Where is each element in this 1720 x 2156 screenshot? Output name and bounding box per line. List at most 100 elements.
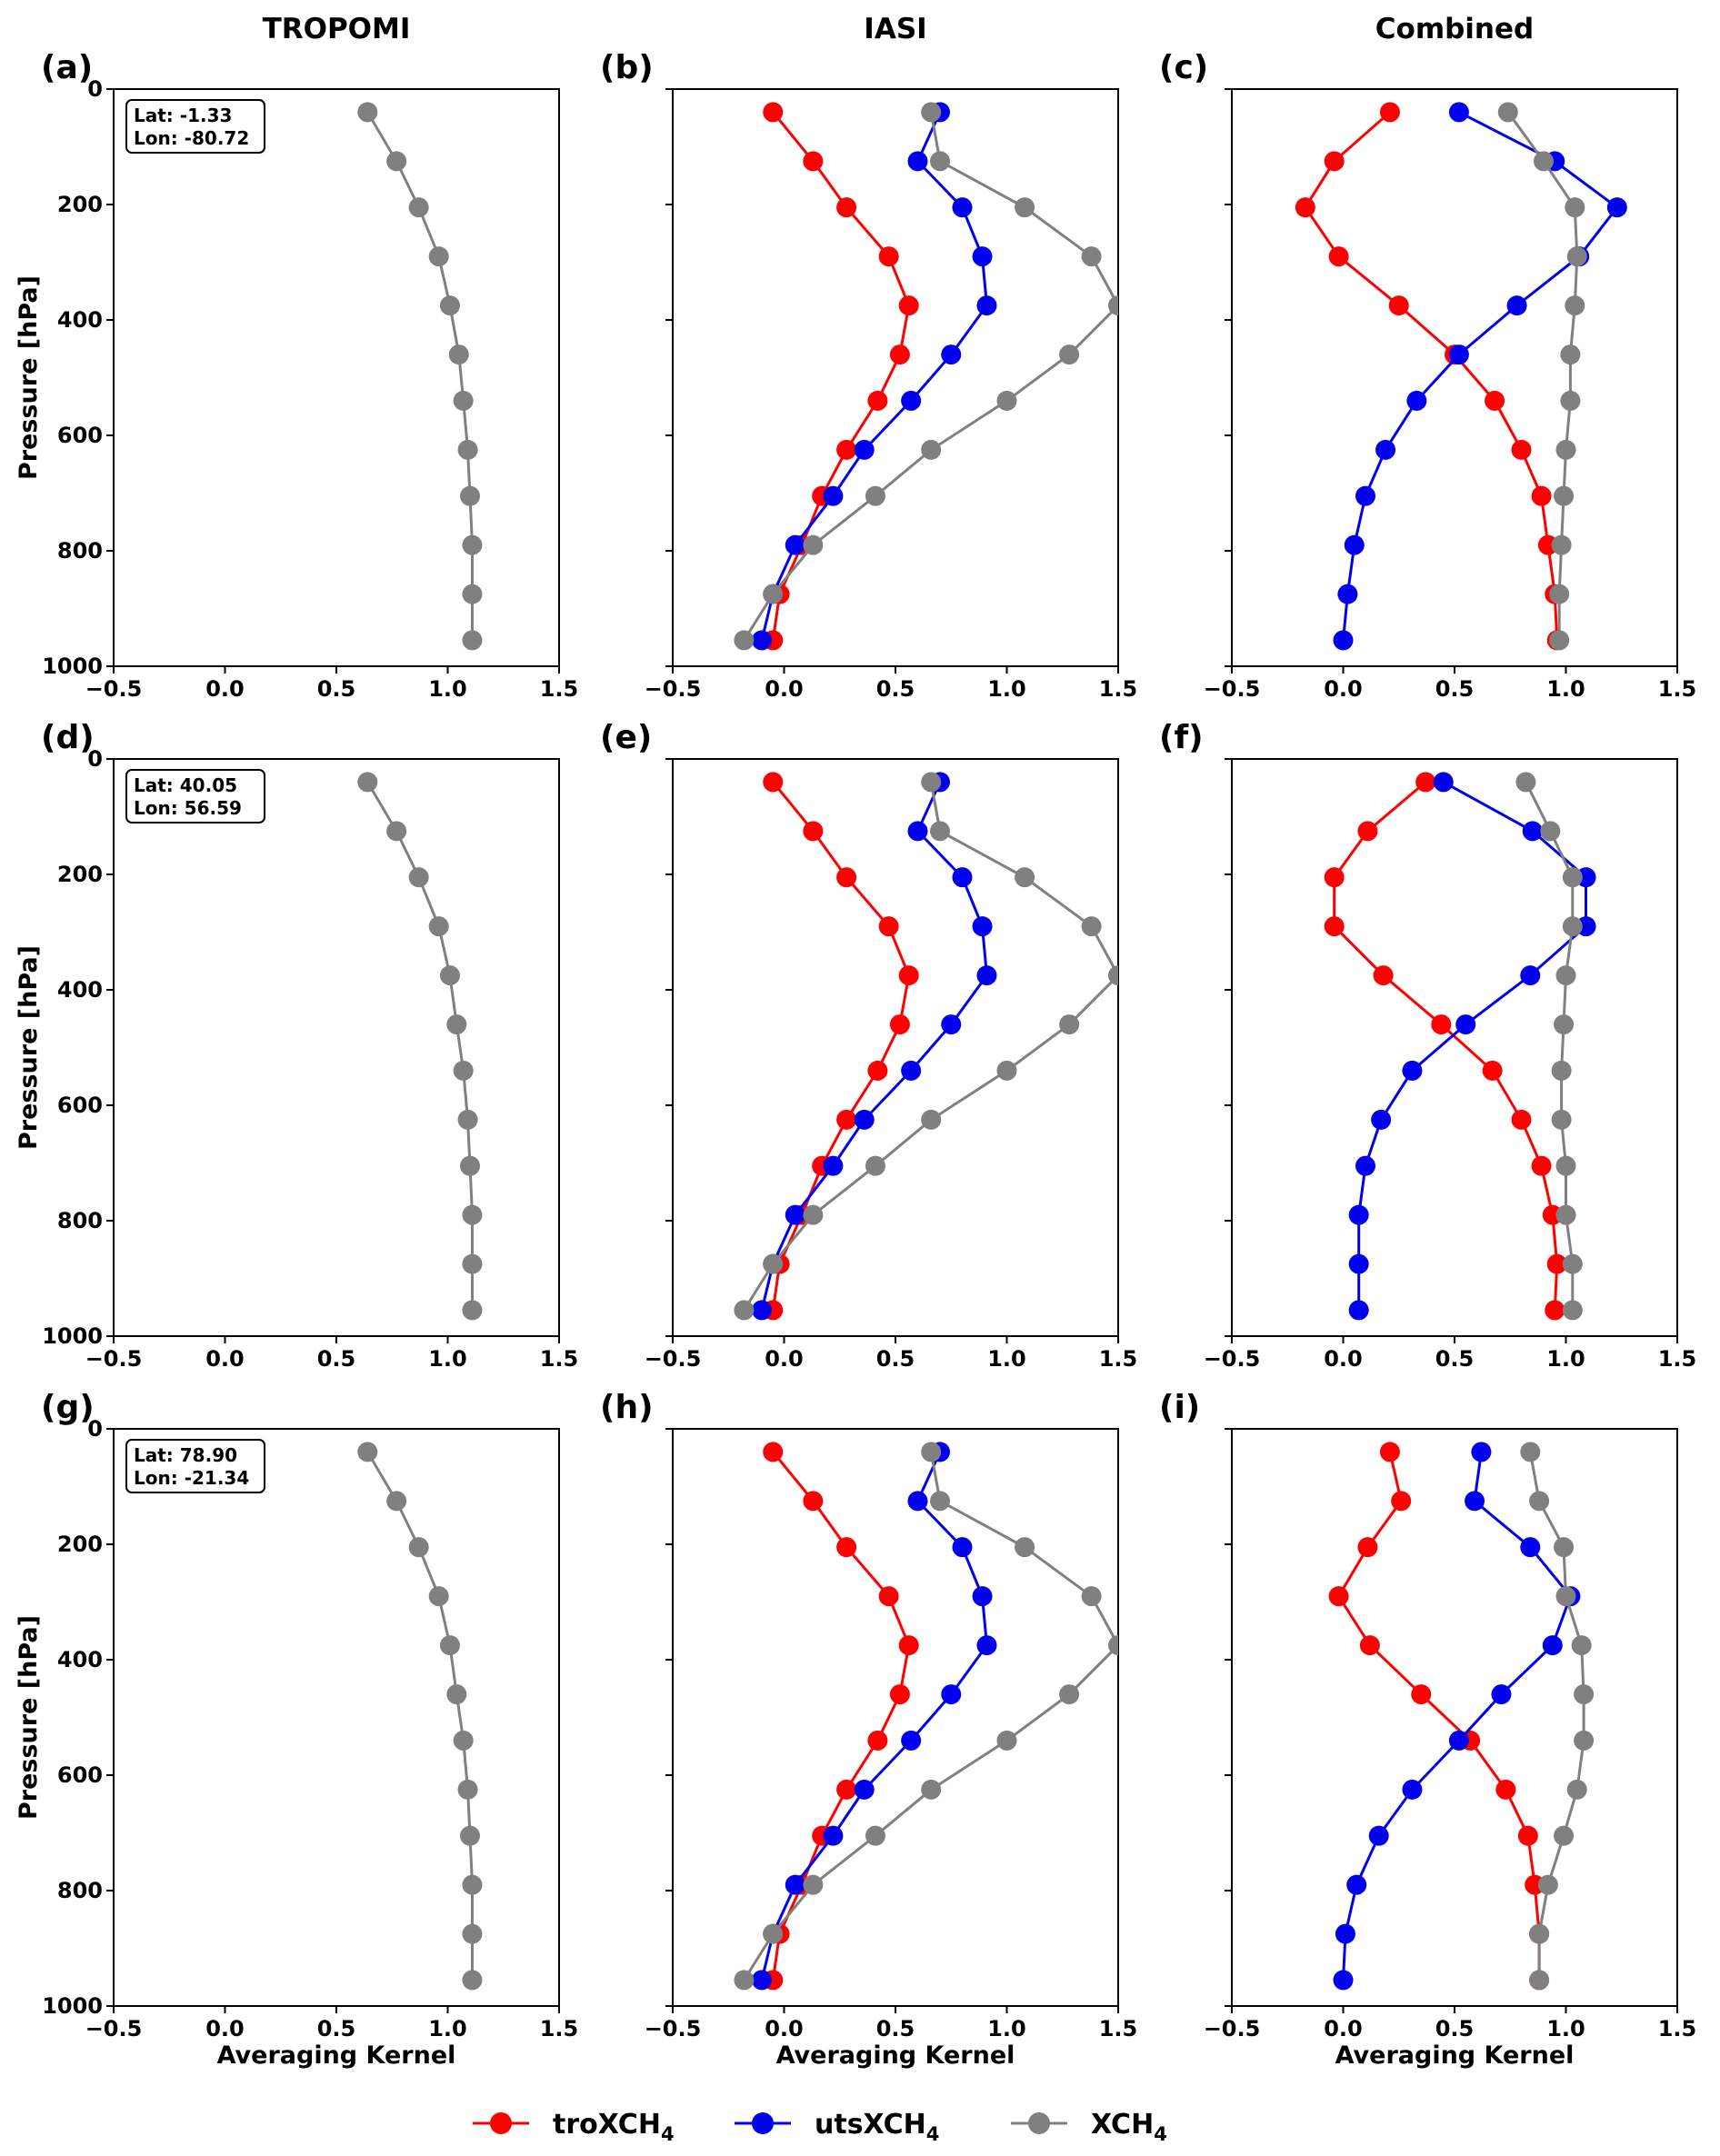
data-point-XCH4 bbox=[453, 390, 474, 411]
data-point-utsXCH4 bbox=[1348, 1300, 1369, 1321]
data-point-XCH4 bbox=[803, 1204, 824, 1225]
data-point-utsXCH4 bbox=[1448, 102, 1469, 123]
location-info-text: Lon: -21.34 bbox=[134, 1467, 249, 1489]
data-point-troXCH4 bbox=[1531, 1155, 1552, 1176]
data-point-utsXCH4 bbox=[823, 1825, 844, 1846]
data-point-XCH4 bbox=[462, 584, 483, 604]
column-title-tropomi: TROPOMI bbox=[263, 13, 411, 45]
x-tick-label: 1.5 bbox=[1658, 1346, 1697, 1372]
x-tick-label: 0.5 bbox=[1435, 676, 1475, 702]
data-point-XCH4 bbox=[439, 1635, 460, 1656]
data-point-troXCH4 bbox=[1328, 246, 1349, 267]
data-point-utsXCH4 bbox=[1371, 1109, 1392, 1130]
data-point-troXCH4 bbox=[1511, 1109, 1532, 1130]
data-point-utsXCH4 bbox=[1375, 439, 1396, 460]
data-point-utsXCH4 bbox=[1471, 1442, 1492, 1462]
legend-label-subscript: 4 bbox=[1154, 2123, 1167, 2145]
data-point-utsXCH4 bbox=[952, 1537, 973, 1558]
data-point-XCH4 bbox=[1554, 1537, 1575, 1558]
data-point-XCH4 bbox=[1555, 1155, 1576, 1176]
data-point-utsXCH4 bbox=[1335, 1923, 1355, 1944]
x-tick-label: 1.0 bbox=[1546, 676, 1585, 702]
data-point-XCH4 bbox=[1515, 772, 1536, 793]
panel-label: (g) bbox=[41, 1389, 95, 1426]
data-point-XCH4 bbox=[386, 151, 407, 172]
plot-frame bbox=[113, 758, 560, 1337]
data-point-utsXCH4 bbox=[752, 630, 772, 651]
plot-frame bbox=[672, 758, 1119, 1337]
data-point-XCH4 bbox=[428, 246, 449, 267]
data-point-utsXCH4 bbox=[941, 344, 962, 365]
x-tick-label: 0.5 bbox=[1435, 2016, 1475, 2041]
y-tick-label: 600 bbox=[57, 1762, 103, 1788]
series-line-XCH4 bbox=[1506, 111, 1579, 641]
x-tick-label: 0.5 bbox=[317, 2016, 356, 2041]
data-point-troXCH4 bbox=[898, 295, 919, 316]
panel-label: (c) bbox=[1159, 49, 1208, 86]
x-tick-label: 1.0 bbox=[987, 1346, 1026, 1372]
data-point-XCH4 bbox=[1081, 1586, 1102, 1607]
y-tick-label: 200 bbox=[57, 192, 103, 217]
location-info-text: Lat: 78.90 bbox=[134, 1444, 237, 1466]
plot-data bbox=[357, 772, 483, 1321]
data-point-utsXCH4 bbox=[752, 1970, 772, 1991]
legend-marker-XCH4 bbox=[1028, 2112, 1050, 2134]
data-point-XCH4 bbox=[1081, 916, 1102, 937]
data-point-utsXCH4 bbox=[907, 1491, 928, 1512]
data-point-troXCH4 bbox=[836, 1537, 857, 1558]
plot-data bbox=[357, 102, 483, 651]
data-point-utsXCH4 bbox=[785, 1874, 805, 1895]
panel-label: (h) bbox=[600, 1389, 654, 1426]
location-info-box bbox=[125, 1439, 265, 1493]
data-point-XCH4 bbox=[1551, 534, 1572, 555]
legend-label-subscript: 4 bbox=[926, 2123, 940, 2145]
data-point-utsXCH4 bbox=[1337, 584, 1358, 604]
data-point-XCH4 bbox=[921, 102, 942, 123]
data-point-XCH4 bbox=[357, 1442, 378, 1462]
panel-e: −0.5 0.0 0.5 1.0 1.5 (e) bbox=[600, 719, 1137, 1372]
series-line-XCH4 bbox=[1528, 1452, 1585, 1981]
legend-label-XCH4: XCH4 bbox=[1091, 2109, 1167, 2145]
y-tick-label: 1000 bbox=[42, 1993, 103, 2019]
data-point-troXCH4 bbox=[803, 1491, 824, 1512]
data-point-XCH4 bbox=[1555, 1204, 1576, 1225]
data-point-utsXCH4 bbox=[1402, 1779, 1423, 1800]
x-tick-label: 1.0 bbox=[428, 2016, 467, 2041]
y-tick-label: 400 bbox=[57, 307, 103, 333]
plot-frame bbox=[1231, 88, 1678, 667]
data-point-XCH4 bbox=[930, 1491, 950, 1512]
legend: troXCH4 utsXCH4 XCH4 bbox=[473, 2109, 1167, 2145]
data-point-XCH4 bbox=[1560, 344, 1581, 365]
legend-label-text: troXCH bbox=[553, 2109, 661, 2141]
data-point-XCH4 bbox=[1562, 1253, 1583, 1274]
y-axis-label: Pressure [hPa] bbox=[15, 945, 43, 1150]
x-tick-label: 0.5 bbox=[876, 676, 915, 702]
series-line-XCH4 bbox=[366, 111, 474, 641]
data-point-troXCH4 bbox=[763, 772, 784, 793]
data-point-XCH4 bbox=[1554, 485, 1575, 506]
data-point-utsXCH4 bbox=[1344, 534, 1365, 555]
data-point-XCH4 bbox=[462, 1874, 483, 1895]
data-point-XCH4 bbox=[921, 1109, 942, 1130]
data-point-utsXCH4 bbox=[823, 1155, 844, 1176]
data-point-XCH4 bbox=[1554, 1825, 1575, 1846]
data-point-XCH4 bbox=[996, 1060, 1017, 1081]
data-point-utsXCH4 bbox=[901, 390, 922, 411]
data-point-XCH4 bbox=[1537, 1874, 1558, 1895]
x-tick-label: 1.5 bbox=[1658, 2016, 1697, 2041]
x-tick-label: 1.0 bbox=[428, 676, 467, 702]
data-point-XCH4 bbox=[1540, 821, 1561, 842]
location-info-box bbox=[125, 769, 265, 823]
data-point-XCH4 bbox=[1574, 1684, 1595, 1705]
data-point-utsXCH4 bbox=[1406, 390, 1427, 411]
series-line-troXCH4 bbox=[771, 1451, 911, 1981]
y-tick-label: 0 bbox=[87, 76, 103, 102]
legend-marker-utsXCH4 bbox=[752, 2112, 774, 2134]
legend-marker-troXCH4 bbox=[490, 2112, 512, 2134]
x-tick-label: 0.0 bbox=[765, 1346, 804, 1372]
data-point-XCH4 bbox=[734, 1970, 755, 1991]
data-point-troXCH4 bbox=[1328, 1586, 1349, 1607]
x-tick-label: 1.0 bbox=[987, 2016, 1026, 2041]
plot-data bbox=[734, 772, 1118, 1321]
data-point-XCH4 bbox=[734, 1300, 755, 1321]
